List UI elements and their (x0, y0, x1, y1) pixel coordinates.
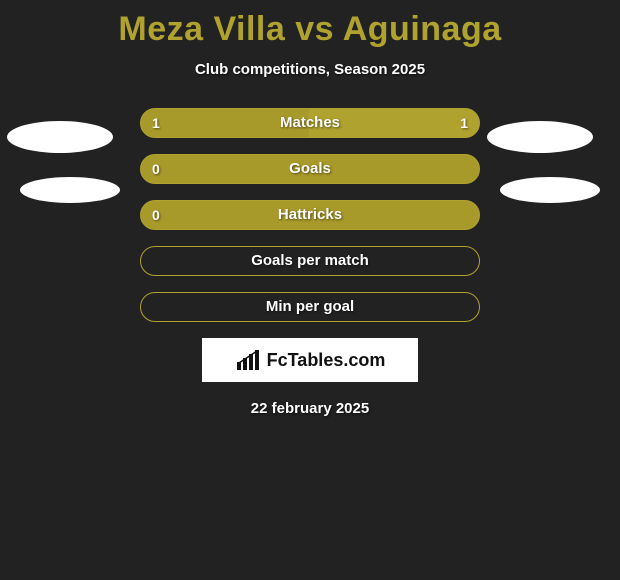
footer-date: 22 february 2025 (0, 400, 620, 417)
stat-value-left: 0 (152, 200, 160, 230)
comparison-infographic: Meza Villa vs Aguinaga Club competitions… (0, 0, 620, 580)
stat-bar (140, 246, 480, 276)
stat-bar-outline (140, 246, 480, 276)
stat-row: 0Hattricks (0, 200, 620, 230)
stat-bar-full (140, 154, 480, 184)
page-title: Meza Villa vs Aguinaga (0, 0, 620, 49)
stat-bar-left (140, 108, 310, 138)
stat-bar-outline (140, 292, 480, 322)
side-ellipse (500, 177, 600, 203)
stat-bar: 0 (140, 154, 480, 184)
logo-bars-icon (235, 348, 263, 372)
page-subtitle: Club competitions, Season 2025 (0, 61, 620, 78)
logo-box: FcTables.com (202, 338, 418, 382)
stat-bar-right (310, 108, 480, 138)
stat-bar: 11 (140, 108, 480, 138)
side-ellipse (7, 121, 113, 153)
side-ellipse (487, 121, 593, 153)
stat-bar (140, 292, 480, 322)
stat-value-left: 1 (152, 108, 160, 138)
stat-row: Goals per match (0, 246, 620, 276)
logo-text: FcTables.com (267, 350, 386, 371)
stat-value-right: 1 (460, 108, 468, 138)
side-ellipse (20, 177, 120, 203)
stat-bar-full (140, 200, 480, 230)
stat-value-left: 0 (152, 154, 160, 184)
stat-row: Min per goal (0, 292, 620, 322)
stat-bar: 0 (140, 200, 480, 230)
